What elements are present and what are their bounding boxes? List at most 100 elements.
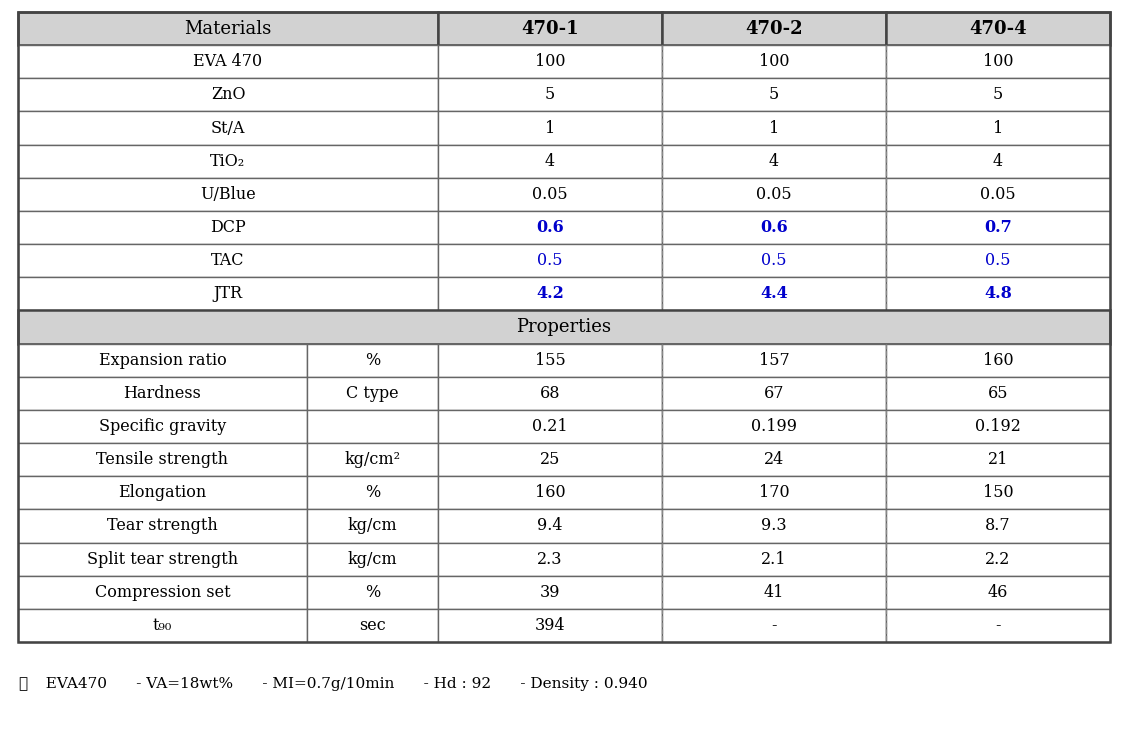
Bar [662,542,886,576]
Text: 39: 39 [540,584,560,601]
Text: 0.192: 0.192 [975,418,1020,435]
Text: 100: 100 [758,53,789,71]
Text: 21: 21 [988,451,1008,468]
Text: 1: 1 [768,120,779,137]
Bar [662,343,886,377]
Text: 0.6: 0.6 [760,219,788,236]
Text: 5: 5 [545,86,555,103]
Bar [438,576,662,609]
Text: EVA 470: EVA 470 [193,53,262,71]
Text: 470-1: 470-1 [521,19,579,38]
Bar [886,45,1110,78]
Bar [438,443,662,476]
Bar [18,12,1110,642]
Text: ☆: ☆ [18,677,27,691]
Text: Split tear strength: Split tear strength [87,551,238,568]
Text: -: - [996,617,1001,634]
Bar [886,576,1110,609]
Text: 4.4: 4.4 [760,285,788,302]
Bar [438,410,662,443]
Text: 24: 24 [764,451,784,468]
Text: TiO₂: TiO₂ [210,153,245,169]
Bar [307,609,438,642]
Text: DCP: DCP [210,219,246,236]
Bar [18,244,438,277]
Text: 68: 68 [540,385,560,402]
Bar [438,510,662,542]
Text: 1: 1 [545,120,555,137]
Bar [662,145,886,178]
Bar [662,377,886,410]
Bar [886,12,1110,45]
Bar [886,609,1110,642]
Bar [18,443,307,476]
Text: 100: 100 [534,53,565,71]
Text: Elongation: Elongation [119,484,207,502]
Bar [307,576,438,609]
Bar [662,410,886,443]
Bar [886,343,1110,377]
Text: %: % [365,584,380,601]
Bar [18,542,307,576]
Bar [662,178,886,211]
Text: Tensile strength: Tensile strength [96,451,228,468]
Text: 170: 170 [758,484,790,502]
Text: Specific gravity: Specific gravity [99,418,226,435]
Bar [18,311,1110,343]
Bar [886,244,1110,277]
Text: Hardness: Hardness [123,385,201,402]
Text: JTR: JTR [214,285,243,302]
Text: 5: 5 [993,86,1003,103]
Text: 157: 157 [758,351,790,369]
Text: %: % [365,351,380,369]
Bar [18,510,307,542]
Bar [307,510,438,542]
Text: 4: 4 [993,153,1003,169]
Text: 4: 4 [768,153,779,169]
Text: 41: 41 [764,584,784,601]
Bar [18,45,438,78]
Text: 0.05: 0.05 [532,186,567,203]
Text: 25: 25 [540,451,560,468]
Text: 155: 155 [534,351,565,369]
Bar [662,510,886,542]
Bar [886,542,1110,576]
Text: 160: 160 [534,484,565,502]
Bar [18,377,307,410]
Text: 4.8: 4.8 [984,285,1012,302]
Bar [438,145,662,178]
Text: EVA470      - VA=18wt%      - MI=0.7g/10min      - Hd : 92      - Density : 0.94: EVA470 - VA=18wt% - MI=0.7g/10min - Hd :… [36,677,647,691]
Text: 470-4: 470-4 [970,19,1027,38]
Text: 46: 46 [988,584,1008,601]
Text: 4: 4 [545,153,555,169]
Bar [886,377,1110,410]
Text: Expansion ratio: Expansion ratio [98,351,226,369]
Text: 2.1: 2.1 [762,551,786,568]
Bar [886,277,1110,311]
Bar [438,609,662,642]
Text: -: - [772,617,776,634]
Bar [18,178,438,211]
Text: t₉₀: t₉₀ [153,617,172,634]
Bar [18,111,438,145]
Text: 8.7: 8.7 [985,517,1011,534]
Bar [307,377,438,410]
Text: 0.5: 0.5 [762,252,786,269]
Text: Compression set: Compression set [95,584,231,601]
Bar [886,178,1110,211]
Text: C type: C type [346,385,399,402]
Bar [307,542,438,576]
Bar [18,476,307,510]
Text: 394: 394 [534,617,565,634]
Text: 2.3: 2.3 [537,551,563,568]
Text: 5: 5 [768,86,779,103]
Text: 0.05: 0.05 [980,186,1016,203]
Text: kg/cm: kg/cm [348,551,398,568]
Bar [438,377,662,410]
Text: 0.199: 0.199 [751,418,797,435]
Text: 0.6: 0.6 [536,219,564,236]
Bar [662,609,886,642]
Text: 0.7: 0.7 [984,219,1011,236]
Text: U/Blue: U/Blue [200,186,255,203]
Bar [18,343,307,377]
